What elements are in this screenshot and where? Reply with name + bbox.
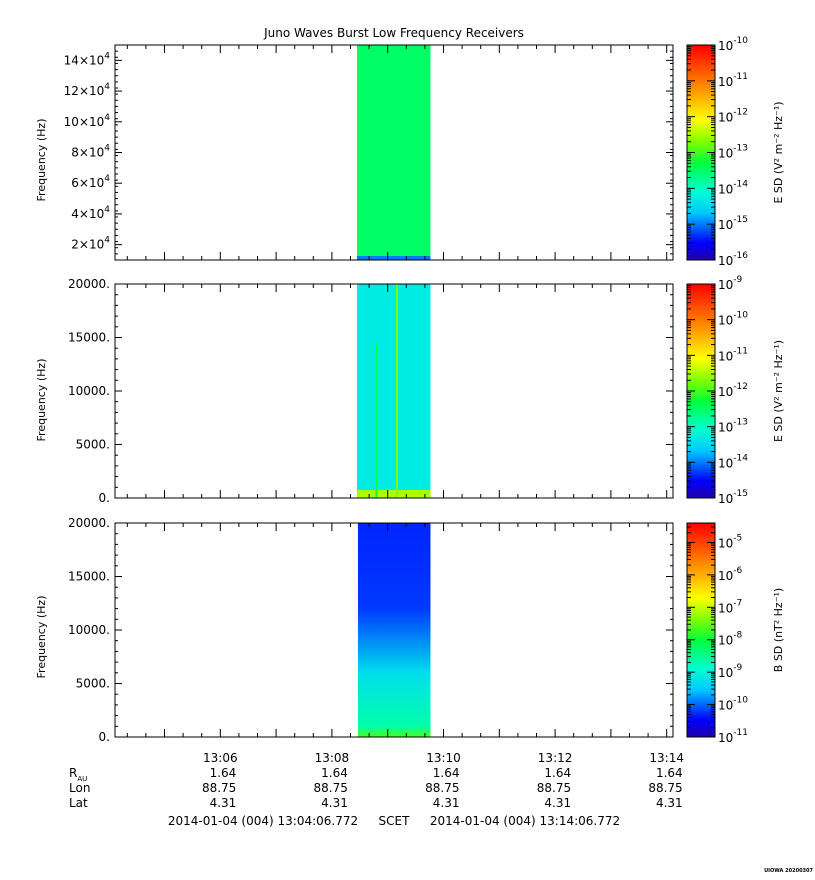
x-tick-label: 13:06: [203, 751, 238, 765]
y-tick-label: 0.: [99, 730, 110, 744]
spectrogram-data: [357, 284, 431, 498]
y-tick-label: 6×104: [71, 174, 110, 190]
y-tick-label: 20000.: [68, 277, 110, 291]
colorbar-tick-label: 10-13: [718, 418, 748, 435]
colorbar-tick-label: 10-10: [718, 36, 748, 53]
colorbar-tick-label: 10-11: [718, 72, 748, 89]
ephemeris-value: 4.31: [321, 796, 348, 810]
colorbar-tick-label: 10-16: [718, 251, 748, 268]
ephemeris-label: Lon: [69, 781, 90, 795]
y-tick-label: 4×104: [71, 205, 110, 221]
spectrogram-data: [357, 45, 431, 260]
y-tick-label: 15000.: [68, 331, 110, 345]
y-tick-label: 20000.: [68, 516, 110, 530]
ephemeris-value: 88.75: [202, 781, 236, 795]
spectrogram-panel-middle: 20000. 15000. 10000. 5000. 0. Frequency (Hz) 1…: [35, 275, 785, 506]
ephemeris-value: 88.75: [425, 781, 459, 795]
y-tick-label: 8×104: [71, 144, 110, 160]
colorbar-tick-label: 10-10: [718, 311, 748, 328]
ephemeris-value: 88.75: [314, 781, 348, 795]
ephemeris-value: 4.31: [544, 796, 571, 810]
y-tick-label: 2×104: [71, 236, 110, 252]
x-tick-label: 13:08: [315, 751, 350, 765]
y-axis-label: Frequency (Hz): [35, 119, 48, 202]
colorbar-tick-label: 10-11: [718, 346, 748, 363]
x-axis-labels: 13:06 13:08 13:10 13:12 13:14: [203, 751, 684, 765]
y-tick-label: 12×104: [64, 82, 111, 98]
y-tick-label: 5000.: [76, 677, 110, 691]
spectrogram-low-band: [357, 256, 431, 260]
ephemeris-value: 1.64: [321, 766, 348, 780]
colorbar-tick-label: 10-15: [718, 215, 748, 232]
colorbar-label: E SD (V² m⁻² Hz⁻¹): [772, 340, 785, 442]
colorbar-tick-label: 10-9: [718, 663, 743, 680]
chart-title: Juno Waves Burst Low Frequency Receivers: [263, 26, 524, 40]
spectrogram-streak: [375, 344, 378, 498]
colorbar-tick-label: 10-6: [718, 566, 743, 583]
x-tick-label: 13:12: [538, 751, 573, 765]
colorbar-tick-label: 10-12: [718, 108, 748, 125]
footer-end-time: 2014-01-04 (004) 13:14:06.772: [430, 814, 620, 828]
colorbar-tick-label: 10-13: [718, 144, 748, 161]
x-tick-label: 13:10: [426, 751, 461, 765]
y-axis-label: Frequency (Hz): [35, 596, 48, 679]
ephemeris-label: RAU: [69, 766, 87, 783]
ephemeris-value: 1.64: [210, 766, 237, 780]
y-axis-label: Frequency (Hz): [35, 359, 48, 442]
colorbar-tick-label: 10-7: [718, 598, 742, 615]
ephemeris-table: RAU 1.64 1.64 1.64 1.64 1.64 Lon 88.75 88.75 88.7…: [69, 766, 683, 810]
y-tick-label: 15000.: [68, 570, 110, 584]
footer-time-frame: SCET: [379, 814, 411, 828]
footer-start-time: 2014-01-04 (004) 13:04:06.772: [168, 814, 358, 828]
colorbar-tick-label: 10-14: [718, 179, 748, 196]
colorbar-tick-label: 10-5: [718, 533, 742, 550]
colorbar-tick-label: 10-8: [718, 631, 743, 648]
spectrogram-panel-top: 14×104 12×104 10×104 8×104 6×104 4×104 2×104 Fr…: [35, 36, 785, 268]
y-tick-label: 10000.: [68, 623, 110, 637]
colorbar-tick-label: 10-10: [718, 696, 748, 713]
colorbar-tick-label: 10-9: [718, 275, 743, 292]
colorbar-tick-label: 10-12: [718, 382, 748, 399]
ephemeris-value: 4.31: [656, 796, 683, 810]
colorbar-tick-label: 10-11: [718, 728, 748, 745]
y-tick-label: 10000.: [68, 384, 110, 398]
colorbar-tick-label: 10-14: [718, 453, 748, 470]
y-tick-label: 14×104: [64, 51, 111, 67]
ephemeris-value: 88.75: [537, 781, 571, 795]
colorbar-tick-label: 10-15: [718, 489, 748, 506]
spectrogram-data: [357, 523, 431, 737]
ephemeris-value: 1.64: [544, 766, 571, 780]
ephemeris-label: Lat: [69, 796, 88, 810]
colorbar-label: B SD (nT² Hz⁻¹): [772, 588, 785, 672]
colorbar-label: E SD (V² m⁻² Hz⁻¹): [772, 101, 785, 203]
ephemeris-value: 1.64: [433, 766, 460, 780]
spectrogram-panel-bottom: 20000. 15000. 10000. 5000. 0. Frequency (Hz) 1…: [35, 516, 785, 745]
ephemeris-value: 88.75: [648, 781, 682, 795]
ephemeris-value: 1.64: [656, 766, 683, 780]
ephemeris-value: 4.31: [210, 796, 237, 810]
spectrogram-low-band: [357, 490, 431, 498]
y-tick-label: 0.: [99, 491, 110, 505]
x-tick-label: 13:14: [649, 751, 684, 765]
spectrogram-streak: [395, 284, 398, 498]
y-tick-label: 5000.: [76, 438, 110, 452]
y-tick-label: 10×104: [64, 113, 111, 129]
footer-stamp: UIOWA 20200307: [764, 868, 813, 874]
ephemeris-value: 4.31: [433, 796, 460, 810]
